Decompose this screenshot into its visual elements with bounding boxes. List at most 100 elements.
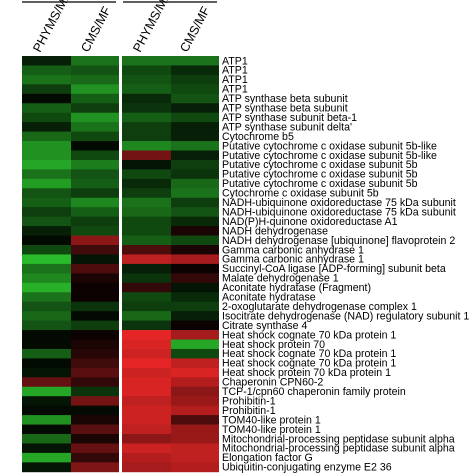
heatmap-cell	[22, 311, 71, 321]
row-label: Heat shock protein 70 kDa protein 1	[222, 367, 391, 379]
heatmap-cell	[171, 348, 219, 359]
row-label: Prohibitin-1	[222, 405, 276, 417]
heatmap-cell	[171, 197, 219, 208]
row-label: ATP synthase subunit beta-1	[222, 112, 357, 124]
row-label: Cytochrome c oxidase subunit 5b	[222, 188, 379, 200]
row-label: ATP1	[222, 84, 248, 96]
row-label: ATP1	[222, 74, 248, 86]
heatmap-cell	[122, 226, 171, 236]
heatmap-cell	[122, 452, 171, 463]
heatmap-cell	[122, 434, 171, 444]
heatmap-cell	[171, 93, 219, 104]
row-label: NAD(P)H-quinone oxidoreductase A1	[222, 216, 398, 228]
row-label: TCP-1/cpn60 chaperonin family protein	[222, 386, 406, 398]
heatmap-cell	[171, 169, 219, 180]
heatmap-cell	[71, 415, 119, 425]
row-label: ATP1	[222, 65, 248, 77]
column-label: PHYMS/MF	[130, 0, 174, 54]
heatmap-cell	[122, 65, 171, 76]
heatmap-cell	[22, 159, 71, 170]
column-label: CMS/MF	[78, 4, 114, 54]
heatmap-cell	[171, 150, 219, 161]
heatmap-cell	[22, 254, 71, 265]
heatmap-cell	[122, 443, 171, 454]
heatmap-cell	[122, 405, 171, 416]
row-label: NADH dehydrogenase	[222, 225, 328, 237]
heatmap-cell	[22, 273, 71, 284]
heatmap-cell	[22, 235, 71, 246]
heatmap-cell	[22, 84, 71, 95]
heatmap-cell	[171, 377, 219, 388]
heatmap-cell	[22, 434, 71, 444]
heatmap-cell	[122, 282, 171, 293]
row-label: Putative cytochrome c oxidase subunit 5b	[222, 178, 418, 190]
heatmap-cells	[22, 56, 219, 473]
row-label: Heat shock cognate 70 kDa protein 1	[222, 358, 396, 370]
heatmap-cell	[122, 292, 171, 303]
row-label: Citrate synthase 4	[222, 320, 307, 332]
heatmap-cell	[22, 462, 71, 473]
heatmap-cell	[171, 84, 219, 95]
heatmap-cell	[122, 348, 171, 359]
heatmap-cell	[171, 131, 219, 142]
heatmap-cell	[22, 330, 71, 340]
heatmap-cell	[171, 320, 219, 331]
row-label: Heat shock cognate 70 kDa protein 1	[222, 329, 396, 341]
heatmap-cell	[22, 292, 71, 303]
heatmap-cell	[22, 56, 71, 66]
heatmap-cell	[71, 367, 119, 378]
heatmap-cell	[122, 311, 171, 321]
heatmap-cell	[22, 452, 71, 463]
row-label: NADH dehydrogenase [ubiquinone] flavopro…	[222, 235, 455, 247]
heatmap-cell	[122, 377, 171, 388]
row-label: Isocitrate dehydrogenase (NAD) regulator…	[222, 310, 469, 322]
heatmap-cell	[122, 74, 171, 85]
heatmap-cell	[171, 396, 219, 407]
heatmap-cell	[71, 122, 119, 132]
heatmap-cell	[122, 301, 171, 312]
heatmap-cell	[171, 292, 219, 303]
heatmap-cell	[171, 56, 219, 66]
heatmap-cell	[71, 452, 119, 463]
heatmap-cell	[122, 141, 171, 151]
heatmap-cell	[71, 386, 119, 397]
heatmap-cell	[71, 93, 119, 104]
heatmap-cell	[22, 65, 71, 76]
heatmap-cell	[122, 178, 171, 189]
heatmap-cell	[71, 207, 119, 218]
heatmap-cell	[71, 263, 119, 274]
heatmap-cell	[71, 405, 119, 416]
heatmap-cell	[122, 424, 171, 435]
heatmap-cell	[122, 320, 171, 331]
heatmap-cell	[22, 282, 71, 293]
heatmap-cell	[171, 65, 219, 76]
heatmap-cell	[22, 141, 71, 151]
heatmap-cell	[71, 396, 119, 407]
heatmap-cell	[171, 74, 219, 85]
row-label: Putative cytochrome c oxidase subunit 5b	[222, 159, 418, 171]
row-label: Prohibitin-1	[222, 395, 276, 407]
heatmap-cell	[122, 112, 171, 123]
heatmap-cell	[22, 367, 71, 378]
heatmap-cell	[171, 245, 219, 255]
heatmap-cell	[71, 103, 119, 114]
heatmap-cell	[122, 56, 171, 66]
heatmap-cell	[71, 150, 119, 161]
heatmap-cell	[22, 103, 71, 114]
heatmap-cell	[71, 216, 119, 227]
heatmap-cell	[171, 434, 219, 444]
heatmap-cell	[22, 339, 71, 350]
heatmap-cell	[171, 386, 219, 397]
heatmap-cell	[171, 254, 219, 265]
heatmap-cell	[22, 443, 71, 454]
heatmap-cell	[122, 396, 171, 407]
row-label: Elongation factor G	[222, 452, 313, 464]
heatmap-cell	[171, 112, 219, 123]
heatmap-cell	[22, 169, 71, 180]
row-label: TOM40-like protein 1	[222, 424, 321, 436]
row-label: Mitochondrial-processing peptidase subun…	[222, 443, 455, 455]
heatmap-cell	[171, 178, 219, 189]
heatmap-cell	[22, 377, 71, 388]
row-label: 2-oxoglutarate dehydrogenase complex 1	[222, 301, 417, 313]
row-label: ATP synthase beta subunit	[222, 103, 348, 115]
